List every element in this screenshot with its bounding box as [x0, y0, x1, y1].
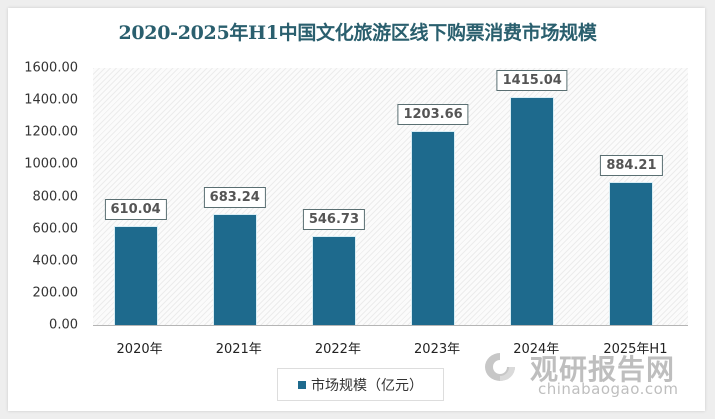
bar[interactable]	[511, 97, 554, 325]
y-tick-label: 400.00	[32, 253, 79, 269]
x-axis-line	[93, 325, 688, 326]
data-label: 683.24	[203, 187, 266, 209]
data-label: 884.21	[600, 154, 663, 176]
data-label: 1203.66	[397, 103, 469, 125]
y-tick-label: 800.00	[32, 189, 79, 204]
x-tick-label: 2020年	[116, 342, 163, 357]
chart-title: 2020-2025年H1中国文化旅游区线下购票消费市场规模	[118, 22, 597, 44]
legend-label: 市场规模（亿元）	[311, 377, 423, 394]
y-tick-label: 1400.00	[24, 92, 78, 108]
x-tick-label: 2022年	[314, 342, 361, 357]
y-tick-label: 200.00	[32, 285, 79, 301]
y-tick-label: 1000.00	[24, 156, 78, 172]
y-tick-label: 1200.00	[24, 124, 78, 140]
x-tick-label: 2023年	[414, 342, 461, 357]
y-tick-label: 0.00	[49, 317, 78, 333]
bar[interactable]	[610, 182, 653, 325]
bar[interactable]	[213, 215, 256, 325]
bar[interactable]	[114, 227, 157, 325]
y-tick-label: 600.00	[32, 221, 79, 237]
data-label: 1415.04	[496, 69, 568, 91]
bar[interactable]	[312, 237, 355, 325]
legend-swatch-icon	[298, 380, 306, 389]
x-tick-label: 2025年H1	[603, 342, 668, 357]
plot-area	[93, 68, 688, 325]
bar[interactable]	[412, 131, 455, 325]
y-tick-label: 1600.00	[24, 60, 78, 76]
x-tick-label: 2024年	[513, 342, 560, 357]
x-tick-label: 2021年	[215, 342, 262, 357]
legend: 市场规模（亿元）	[277, 368, 444, 401]
data-label: 546.73	[302, 209, 365, 231]
data-label: 610.04	[104, 199, 167, 220]
